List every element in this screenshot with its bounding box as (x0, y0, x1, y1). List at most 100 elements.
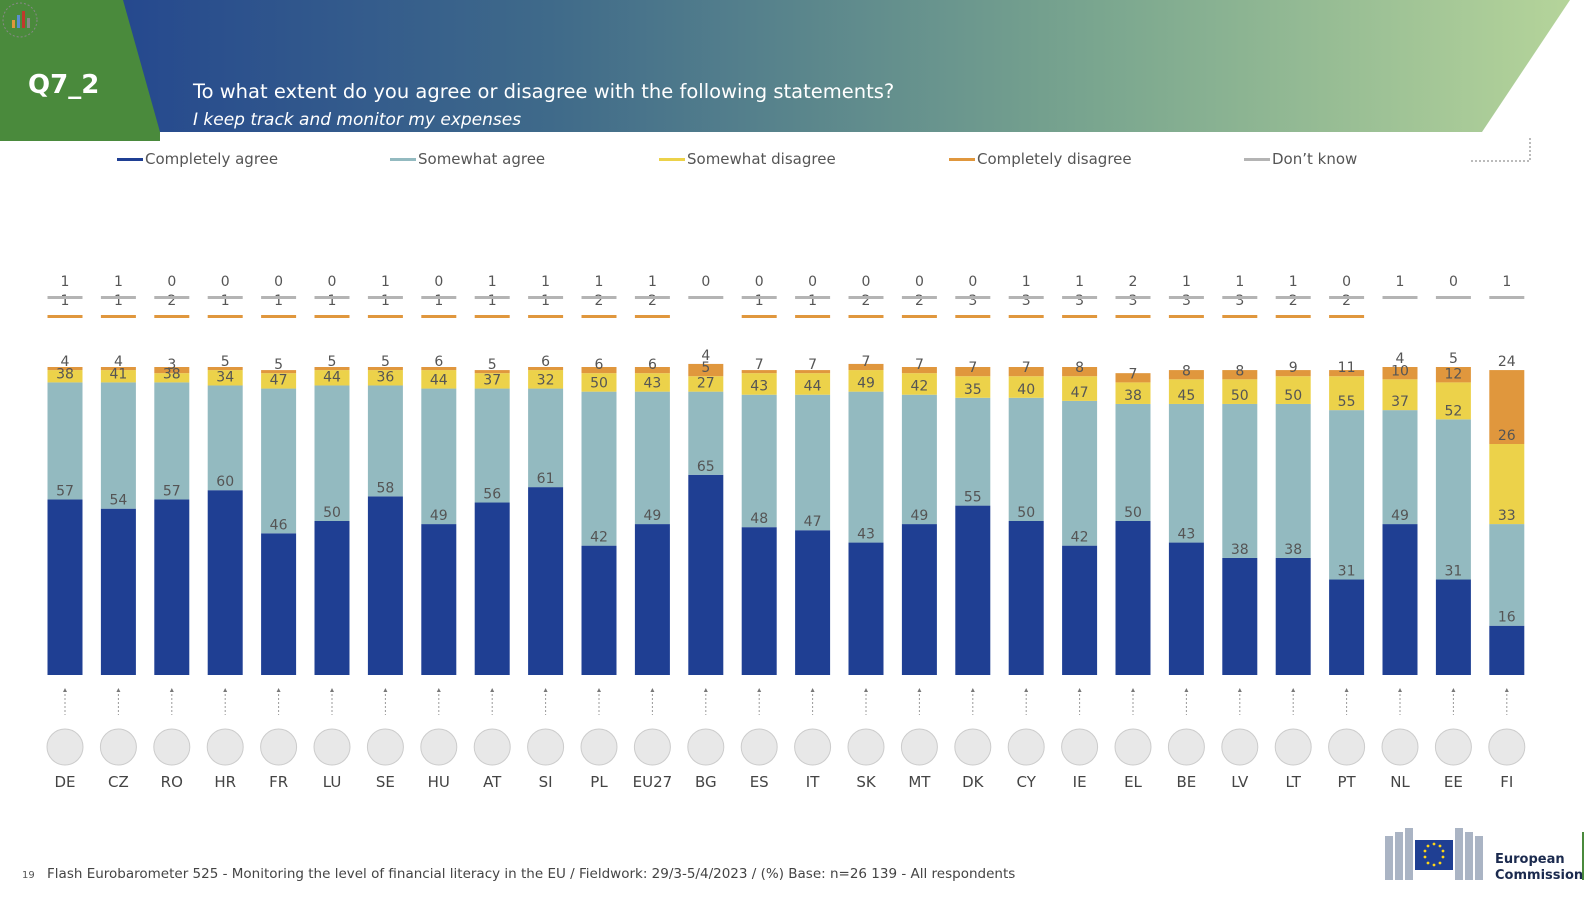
flag-icon (260, 728, 298, 766)
bar-somewhat-disagree (688, 376, 724, 392)
data-label-dont-know: 1 (648, 274, 657, 290)
marker-dont-know (581, 296, 617, 299)
data-label-completely-agree: 50 (1124, 505, 1142, 521)
connector-arrow (917, 688, 922, 692)
data-label-completely-agree: 48 (750, 511, 768, 527)
connector-arrow (276, 688, 281, 692)
country-label: NL (1390, 773, 1410, 791)
data-label-completely-agree: 49 (1391, 508, 1409, 524)
legend-label: Completely disagree (977, 150, 1132, 168)
flag-icon (153, 728, 191, 766)
country-label: BG (695, 773, 717, 791)
bar-somewhat-disagree (581, 373, 617, 392)
bar-somewhat-disagree (1382, 379, 1418, 411)
bar-somewhat-agree (1008, 397, 1044, 521)
data-label-dont-know: 0 (1449, 274, 1458, 290)
data-label-completely-agree: 58 (376, 480, 394, 496)
marker-completely-disagree (848, 315, 884, 318)
data-label-completely-disagree: 1 (488, 293, 497, 309)
data-label-dont-know: 0 (167, 274, 176, 290)
data-label-somewhat-disagree: 4 (114, 354, 123, 370)
data-label-dont-know: 1 (1182, 274, 1191, 290)
country-label: DE (54, 773, 75, 791)
marker-dont-know (1008, 296, 1044, 299)
bar-completely-disagree (100, 367, 136, 371)
bar-completely-disagree (474, 370, 510, 374)
bar-somewhat-agree (955, 397, 991, 506)
data-label-somewhat-disagree: 7 (808, 357, 817, 373)
legend-item-somewhat-agree: Somewhat agree (390, 150, 545, 168)
data-label-completely-disagree: 3 (1129, 293, 1138, 309)
flag-circle (260, 728, 298, 766)
data-label-somewhat-disagree: 5 (328, 354, 337, 370)
flag-circle (687, 728, 725, 766)
bar-completely-agree (1115, 521, 1151, 675)
data-label-completely-disagree: 3 (968, 293, 977, 309)
bar-somewhat-disagree (901, 373, 937, 395)
flag-icon (687, 728, 725, 766)
flag-icon (1167, 728, 1205, 766)
flag-circle (1434, 728, 1472, 766)
flag-circle (954, 728, 992, 766)
bar-completely-agree (207, 490, 243, 675)
logo-text: European Commission (1495, 852, 1583, 884)
legend-item-somewhat-disagree: Somewhat disagree (659, 150, 836, 168)
data-label-completely-agree: 38 (1284, 542, 1302, 558)
flag-icon (1007, 728, 1045, 766)
bar-completely-agree (474, 502, 510, 675)
data-label-somewhat-agree: 42 (910, 379, 928, 395)
data-label-dont-know: 0 (274, 274, 283, 290)
data-label-somewhat-disagree: 6 (595, 357, 604, 373)
data-label-dont-know: 1 (488, 274, 497, 290)
bar-completely-disagree (154, 367, 190, 374)
data-label-completely-disagree: 5 (1449, 351, 1458, 367)
country-label: DK (962, 773, 985, 791)
logo-text-line2: Commission (1495, 868, 1584, 883)
bar-somewhat-disagree (1062, 376, 1098, 401)
data-label-dont-know: 0 (701, 274, 710, 290)
data-label-completely-disagree: 1 (541, 293, 550, 309)
marker-completely-disagree (1168, 315, 1204, 318)
data-label-completely-agree: 50 (323, 505, 341, 521)
marker-completely-disagree (367, 315, 403, 318)
marker-dont-know (1275, 296, 1311, 299)
country-label: AT (483, 773, 502, 791)
country-label: IT (806, 773, 820, 791)
marker-completely-disagree (795, 315, 831, 318)
legend-item-completely-disagree: Completely disagree (949, 150, 1132, 168)
data-label-completely-disagree: 1 (328, 293, 337, 309)
bar-somewhat-agree (207, 385, 243, 491)
bar-somewhat-agree (1275, 403, 1311, 558)
bar-somewhat-agree (1489, 524, 1525, 626)
data-label-somewhat-agree: 55 (1338, 394, 1356, 410)
bar-somewhat-agree (421, 388, 457, 525)
connector-arrow (864, 688, 868, 692)
data-label-somewhat-agree: 43 (750, 379, 768, 395)
flag-icon (1221, 728, 1259, 766)
marker-dont-know (314, 296, 350, 299)
bar-completely-agree (848, 542, 884, 675)
data-label-completely-disagree: 2 (595, 293, 604, 309)
bar-completely-agree (1222, 557, 1258, 675)
bar-completely-agree (901, 524, 937, 675)
page-subtitle: I keep track and monitor my expenses (193, 110, 522, 130)
flag-circle (153, 728, 191, 766)
bar-completely-agree (741, 527, 777, 675)
data-label-somewhat-disagree: 11 (1338, 360, 1356, 376)
flag-icon (1328, 728, 1366, 766)
bar-completely-disagree (1329, 370, 1365, 377)
legend-label: Completely agree (145, 150, 279, 168)
marker-dont-know (474, 296, 510, 299)
data-label-dont-know: 0 (1342, 274, 1351, 290)
country-label: ES (750, 773, 769, 791)
data-label-somewhat-disagree: 8 (1235, 363, 1244, 379)
data-label-completely-disagree: 1 (61, 293, 70, 309)
data-label-completely-agree: 60 (216, 474, 234, 490)
data-label-somewhat-disagree: 5 (381, 354, 390, 370)
connector-arrow (383, 688, 388, 692)
connector-arrow (1504, 688, 1509, 692)
connector-arrow (169, 688, 174, 692)
data-label-somewhat-disagree: 7 (1022, 360, 1031, 376)
connector-arrow (63, 688, 67, 692)
data-label-somewhat-agree: 41 (109, 366, 127, 382)
